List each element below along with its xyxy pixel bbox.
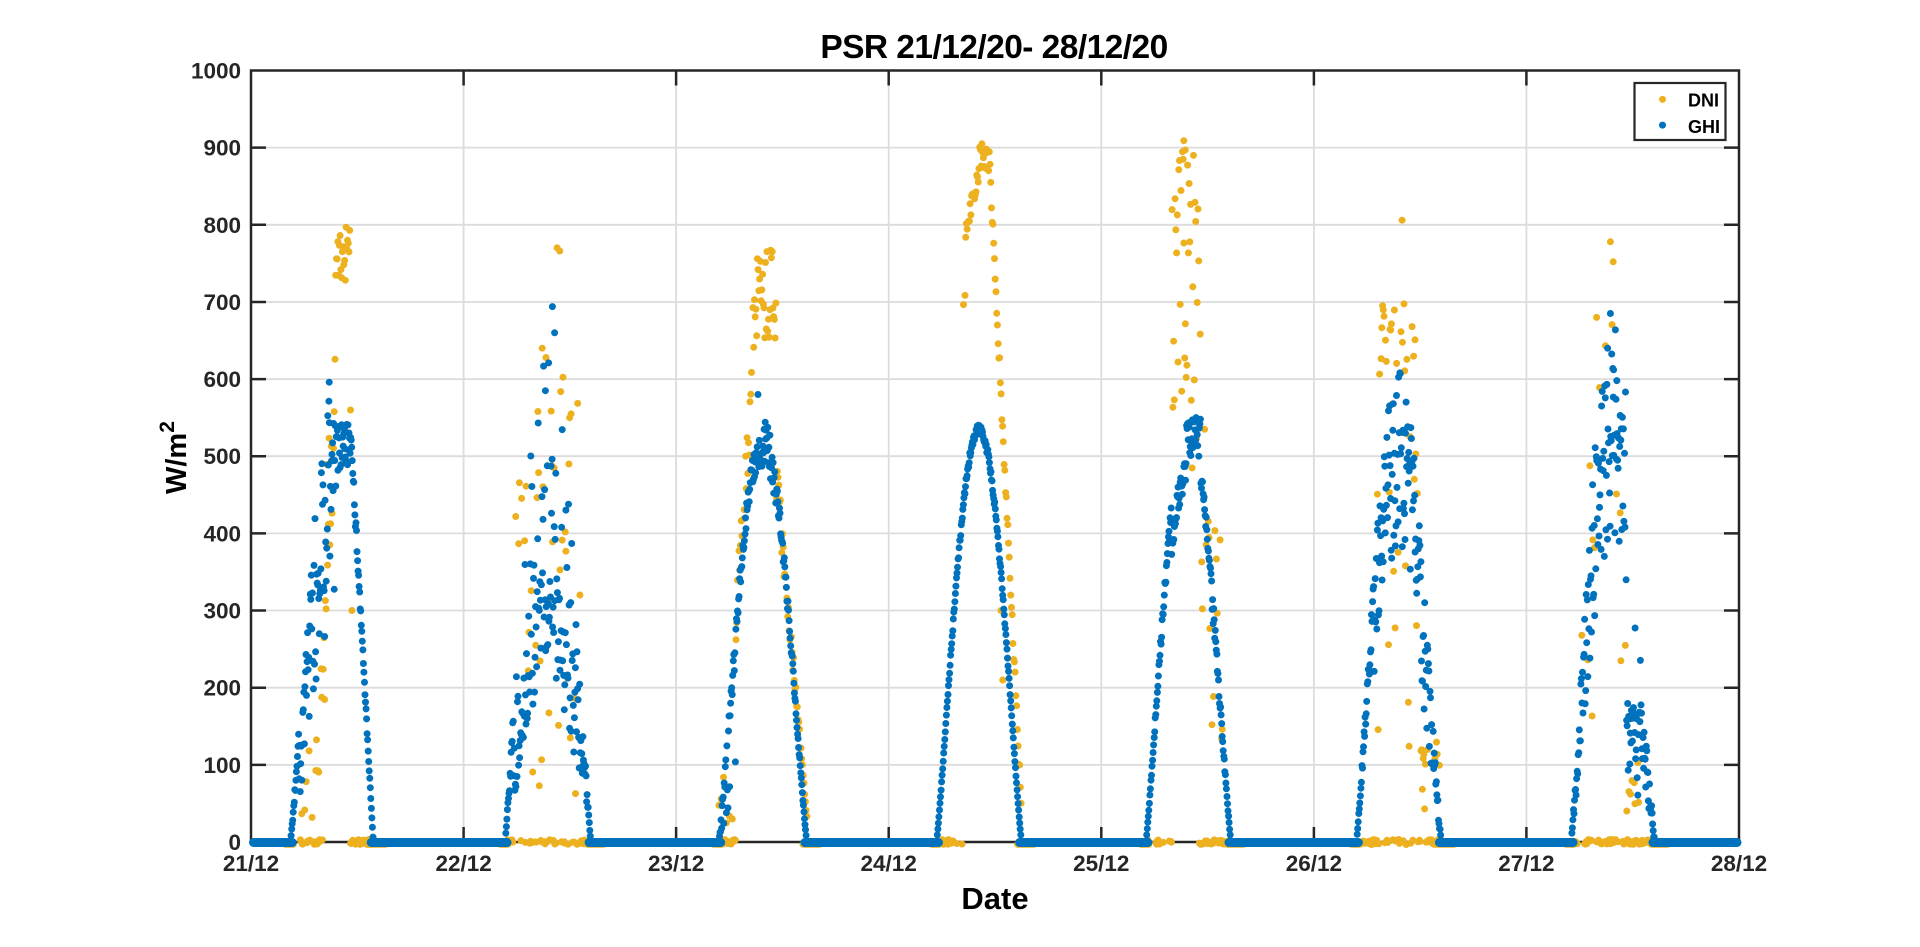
svg-text:700: 700: [203, 290, 241, 315]
svg-text:900: 900: [203, 136, 241, 161]
svg-text:25/12: 25/12: [1073, 851, 1129, 876]
svg-text:GHI: GHI: [1688, 117, 1720, 137]
svg-text:400: 400: [203, 521, 241, 546]
svg-text:200: 200: [203, 676, 241, 701]
svg-text:500: 500: [203, 444, 241, 469]
svg-text:26/12: 26/12: [1286, 851, 1342, 876]
svg-text:Date: Date: [961, 881, 1028, 916]
svg-text:0: 0: [228, 830, 241, 855]
svg-text:28/12: 28/12: [1711, 851, 1767, 876]
svg-text:21/12: 21/12: [223, 851, 279, 876]
svg-text:100: 100: [203, 753, 241, 778]
svg-text:300: 300: [203, 599, 241, 624]
svg-text:DNI: DNI: [1688, 91, 1719, 111]
svg-text:27/12: 27/12: [1498, 851, 1554, 876]
svg-text:W/m2: W/m2: [156, 421, 193, 494]
svg-text:23/12: 23/12: [648, 851, 704, 876]
svg-text:PSR 21/12/20- 28/12/20: PSR 21/12/20- 28/12/20: [820, 29, 1167, 66]
svg-text:24/12: 24/12: [861, 851, 917, 876]
svg-text:1000: 1000: [191, 59, 241, 84]
svg-text:22/12: 22/12: [435, 851, 491, 876]
svg-text:600: 600: [203, 367, 241, 392]
svg-text:800: 800: [203, 213, 241, 238]
